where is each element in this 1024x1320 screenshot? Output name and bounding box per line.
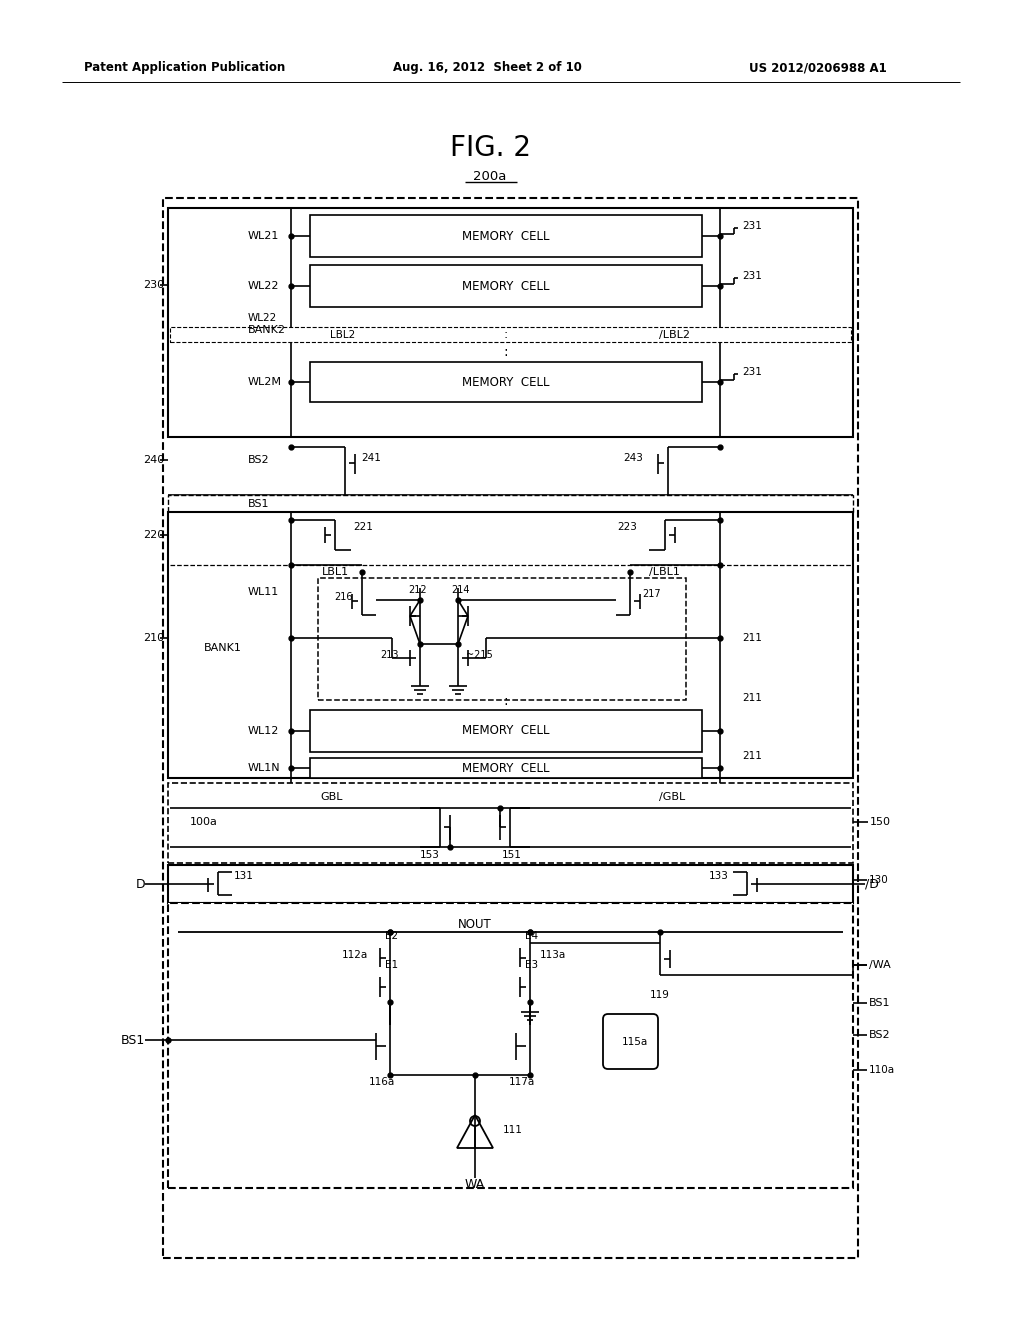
Text: WL22: WL22 — [248, 313, 278, 323]
Text: MEMORY  CELL: MEMORY CELL — [462, 762, 550, 775]
Text: 116a: 116a — [369, 1077, 395, 1086]
Text: /LBL2: /LBL2 — [659, 330, 690, 341]
Text: 211: 211 — [742, 693, 762, 704]
Text: /D: /D — [865, 878, 879, 891]
Text: 112a: 112a — [342, 950, 368, 960]
Text: 211: 211 — [742, 751, 762, 762]
Text: MEMORY  CELL: MEMORY CELL — [462, 280, 550, 293]
Bar — [168, 865, 853, 903]
Text: :: : — [504, 694, 508, 708]
Text: 240: 240 — [143, 455, 164, 465]
Text: 131: 131 — [234, 871, 254, 880]
Text: GBL: GBL — [319, 792, 342, 803]
Text: 150: 150 — [870, 817, 891, 828]
Bar — [168, 512, 853, 777]
Text: 231: 231 — [742, 271, 762, 281]
Text: 113a: 113a — [540, 950, 566, 960]
Text: MEMORY  CELL: MEMORY CELL — [462, 725, 550, 738]
Text: 212: 212 — [409, 585, 427, 595]
Bar — [310, 710, 702, 752]
Text: 117a: 117a — [509, 1077, 536, 1086]
Text: /GBL: /GBL — [658, 792, 685, 803]
Text: 220: 220 — [143, 531, 164, 540]
Text: 231: 231 — [742, 220, 762, 231]
Bar — [170, 327, 851, 342]
Text: FIG. 2: FIG. 2 — [450, 135, 530, 162]
Text: WL12: WL12 — [248, 726, 280, 737]
Text: 214: 214 — [451, 585, 469, 595]
Text: 130: 130 — [869, 875, 889, 884]
Text: 217: 217 — [642, 589, 660, 599]
Text: BS2: BS2 — [869, 1030, 891, 1040]
FancyBboxPatch shape — [603, 1014, 658, 1069]
Text: 243: 243 — [623, 453, 643, 463]
Bar — [168, 495, 853, 512]
Bar — [310, 362, 702, 403]
Bar — [310, 758, 702, 777]
Text: WL1N: WL1N — [248, 763, 281, 774]
Text: 115a: 115a — [622, 1038, 648, 1047]
Text: 111: 111 — [503, 1125, 523, 1135]
Text: BS2: BS2 — [248, 455, 269, 465]
Bar — [163, 198, 858, 1258]
Text: WL11: WL11 — [248, 587, 280, 597]
Text: 230: 230 — [143, 280, 164, 290]
Text: MEMORY  CELL: MEMORY CELL — [462, 230, 550, 243]
Text: E2: E2 — [385, 931, 398, 941]
Text: 119: 119 — [650, 990, 670, 1001]
Text: WL21: WL21 — [248, 231, 280, 242]
Text: :: : — [504, 329, 508, 342]
Bar — [310, 265, 702, 308]
Text: Patent Application Publication: Patent Application Publication — [84, 62, 286, 74]
Text: 110a: 110a — [869, 1065, 895, 1074]
Text: BS1: BS1 — [248, 499, 269, 510]
Text: E4: E4 — [525, 931, 539, 941]
Text: E3: E3 — [525, 960, 539, 970]
Text: /WA: /WA — [869, 960, 891, 970]
Text: 221: 221 — [353, 521, 373, 532]
Text: LBL2: LBL2 — [330, 330, 355, 341]
Text: MEMORY  CELL: MEMORY CELL — [462, 375, 550, 388]
Text: 133: 133 — [709, 871, 729, 880]
Text: LBL1: LBL1 — [322, 568, 349, 577]
Text: BS1: BS1 — [121, 1034, 145, 1047]
Text: BANK2: BANK2 — [248, 325, 286, 335]
Text: D: D — [135, 878, 145, 891]
Bar — [168, 783, 853, 863]
Bar — [168, 903, 853, 1188]
Text: ~215: ~215 — [466, 649, 493, 660]
Bar — [168, 209, 853, 437]
Text: BANK1: BANK1 — [204, 643, 242, 653]
Text: WL2M: WL2M — [248, 378, 282, 387]
Text: 200a: 200a — [473, 169, 507, 182]
Text: 151: 151 — [502, 850, 522, 861]
Text: 100a: 100a — [190, 817, 218, 828]
Text: 231: 231 — [742, 367, 762, 378]
Text: 213: 213 — [380, 649, 398, 660]
Text: Aug. 16, 2012  Sheet 2 of 10: Aug. 16, 2012 Sheet 2 of 10 — [392, 62, 582, 74]
Bar — [310, 215, 702, 257]
Text: E1: E1 — [385, 960, 398, 970]
Text: US 2012/0206988 A1: US 2012/0206988 A1 — [750, 62, 887, 74]
Text: 216: 216 — [334, 591, 352, 602]
Text: 153: 153 — [420, 850, 440, 861]
Text: WL22: WL22 — [248, 281, 280, 290]
Text: 211: 211 — [742, 634, 762, 643]
Text: 241: 241 — [361, 453, 381, 463]
Text: 210: 210 — [143, 634, 164, 643]
Bar — [318, 578, 686, 700]
Text: /LBL1: /LBL1 — [649, 568, 680, 577]
Text: NOUT: NOUT — [458, 917, 492, 931]
Text: WA: WA — [465, 1179, 485, 1192]
Text: BS1: BS1 — [869, 998, 891, 1008]
Text: :: : — [504, 345, 508, 359]
Text: 223: 223 — [617, 521, 637, 532]
